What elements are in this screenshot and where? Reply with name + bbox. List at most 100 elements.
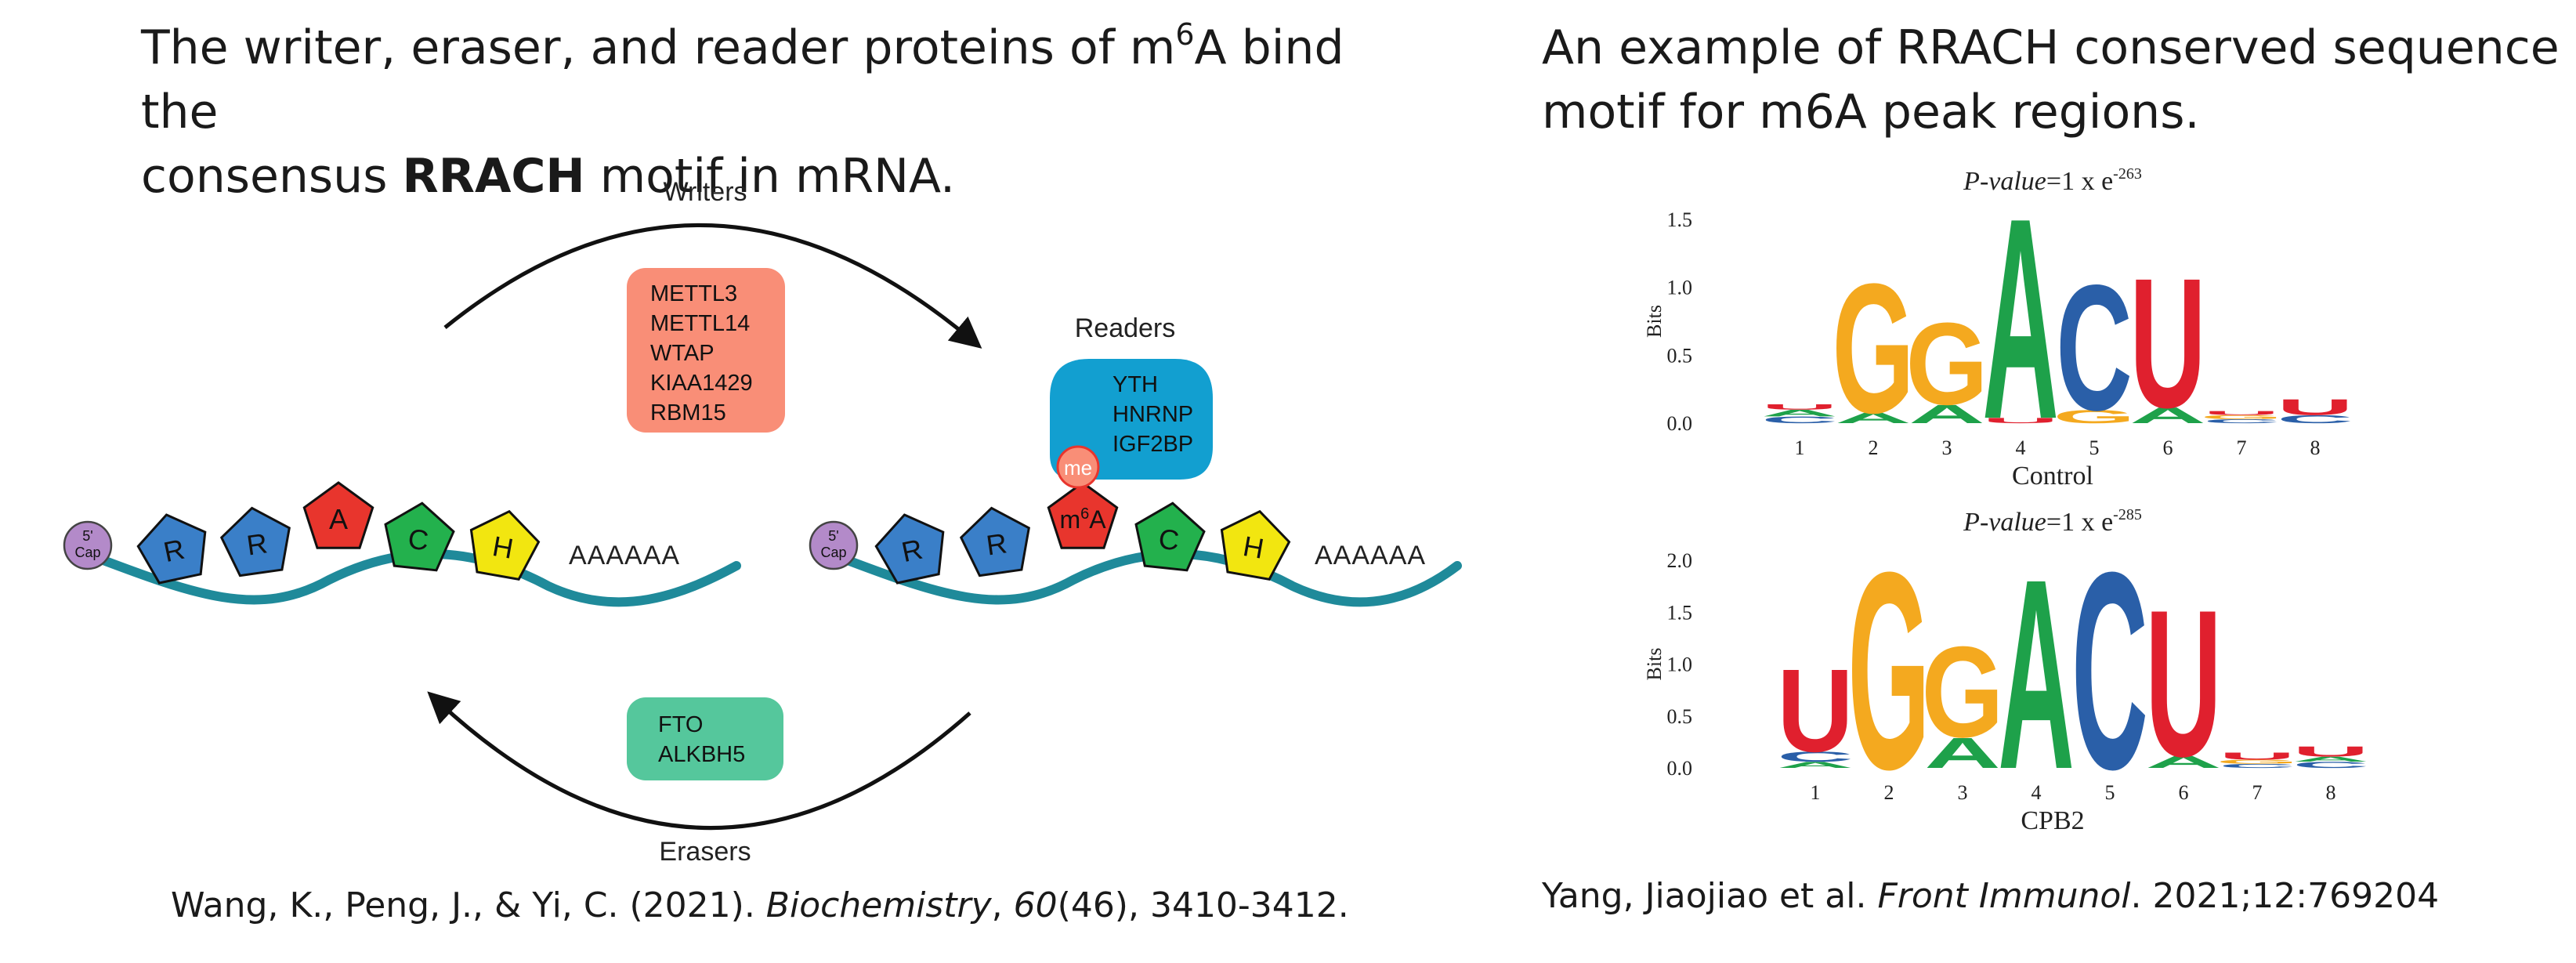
x-tick-label: 3 xyxy=(1958,781,1968,804)
left-heading-line2: consensus RRACH motif in mRNA. xyxy=(141,144,1410,208)
logo-letter-c: C xyxy=(1777,749,1853,765)
right-citation-authors: Yang, Jiaojiao et al. xyxy=(1542,876,1878,916)
right-citation-rest: . 2021;12:769204 xyxy=(2130,876,2440,916)
m6a-a: A xyxy=(1089,505,1106,534)
pentagon-c: C xyxy=(384,501,455,572)
logo-letter-g: G xyxy=(2201,414,2283,420)
x-tick-label: 1 xyxy=(1795,436,1805,459)
x-tick-label: 7 xyxy=(2252,781,2263,804)
cap-label-top: 5' xyxy=(828,528,838,544)
logo-letter-g: G xyxy=(1832,245,1914,452)
five-prime-cap: 5' Cap xyxy=(63,520,113,570)
y-tick-label: 2.0 xyxy=(1667,549,1693,572)
reader-item: YTH xyxy=(1113,372,1158,397)
left-heading-text-d: motif in mRNA. xyxy=(584,149,956,204)
x-tick-label: 3 xyxy=(1942,436,1952,459)
five-prime-cap: 5' Cap xyxy=(809,520,859,570)
logo-letter-g: G xyxy=(1905,299,1988,429)
logo-letter-a: A xyxy=(1982,159,2058,480)
logo-letter-a: A xyxy=(2129,403,2205,428)
writer-item: RBM15 xyxy=(650,400,726,425)
right-panel-heading: An example of RRACH conserved sequence m… xyxy=(1542,16,2560,144)
readers-box xyxy=(1050,359,1213,480)
logo-letter-u: U xyxy=(2203,410,2279,416)
mrna-unmodified: 5' Cap R R A C H AAAAAA xyxy=(63,481,741,607)
m6a-m: m xyxy=(1059,505,1080,534)
left-citation-rest: (46), 3410-3412. xyxy=(1057,885,1349,925)
erasers-box xyxy=(627,697,783,780)
sequence-logo-figure: P-value=1 x e-2630.00.51.01.5BitsCAU1AG2… xyxy=(1645,159,2369,835)
motif-letter-r: R xyxy=(984,527,1008,561)
logo-letter-u: U xyxy=(2129,240,2205,447)
writer-item: METTL14 xyxy=(650,311,750,336)
left-heading-bold-motif: RRACH xyxy=(402,149,585,204)
reader-item: IGF2BP xyxy=(1113,432,1193,457)
left-heading-text-b: A bind the xyxy=(141,20,1344,139)
pentagon-a: A xyxy=(302,481,374,549)
pentagon-c: C xyxy=(1134,501,1206,572)
pentagon-r1: R xyxy=(136,513,207,585)
eraser-item: ALKBH5 xyxy=(658,742,745,767)
pentagon-r2: R xyxy=(959,506,1030,577)
logo-title-exponent: -285 xyxy=(2113,506,2142,523)
erasers-label: Erasers xyxy=(659,837,751,867)
writer-item: KIAA1429 xyxy=(650,371,753,396)
left-citation-authors: Wang, K., Peng, J., & Yi, C. (2021). xyxy=(171,885,766,925)
mrna-modified: 5' Cap R R m6A me C H AAAAAA xyxy=(809,445,1462,607)
logo-letter-g: G xyxy=(2216,758,2298,765)
erasers-list: FTO ALKBH5 xyxy=(658,712,745,767)
methyl-label: me xyxy=(1064,456,1092,480)
x-tick-label: 5 xyxy=(2089,436,2100,459)
logo-title-pvalue: P-value xyxy=(1963,508,2046,537)
pentagon-h: H xyxy=(1220,509,1291,581)
m6a-label: m6A xyxy=(1059,505,1106,534)
readers-label: Readers xyxy=(1075,313,1176,343)
cap-label-bottom: Cap xyxy=(820,545,846,560)
cap-label-top: 5' xyxy=(82,528,92,544)
logo-letter-u: U xyxy=(2292,744,2368,759)
logo-title-value: =1 x e xyxy=(2046,508,2113,537)
x-tick-label: 8 xyxy=(2310,436,2321,459)
writer-item: METTL3 xyxy=(650,281,737,306)
y-tick-label: 1.5 xyxy=(1667,208,1693,231)
motif-letter-r: R xyxy=(244,527,269,561)
logo-control: P-value=1 x e-2630.00.51.01.5BitsCAU1AG2… xyxy=(1645,159,2353,491)
motif-letter-c: C xyxy=(1157,523,1181,556)
logo-letter-g: G xyxy=(2053,406,2135,427)
logo-title-exponent: -263 xyxy=(2113,165,2142,183)
logo-letter-c: C xyxy=(2219,762,2296,769)
y-tick-label: 1.0 xyxy=(1667,277,1693,299)
left-panel-heading: The writer, eraser, and reader proteins … xyxy=(141,16,1410,208)
x-tick-label: 2 xyxy=(1884,781,1894,804)
logo-letter-a: A xyxy=(1908,400,1984,429)
logo-letter-a: A xyxy=(1835,410,1911,426)
logo-letter-c: C xyxy=(2203,418,2279,425)
methyl-group: me xyxy=(1056,445,1100,489)
right-citation: Yang, Jiaojiao et al. Front Immunol. 202… xyxy=(1542,876,2439,916)
logo-letter-a: A xyxy=(2145,752,2222,772)
left-citation-journal: Biochemistry xyxy=(765,885,992,925)
logo-cpb2: P-value=1 x e-2850.00.51.01.52.0BitsACU1… xyxy=(1645,506,2369,835)
logo-title: P-value=1 x e-285 xyxy=(1963,506,2142,537)
logo-title-pvalue: P-value xyxy=(1963,167,2046,196)
x-tick-label: 5 xyxy=(2105,781,2115,804)
y-tick-label: 1.0 xyxy=(1667,653,1693,676)
logo-letter-a: A xyxy=(1761,408,1838,418)
x-tick-label: 2 xyxy=(1869,436,1879,459)
eraser-item: FTO xyxy=(658,712,703,737)
x-tick-label: 1 xyxy=(1811,781,1821,804)
x-tick-label: 4 xyxy=(2016,436,2026,459)
logo-letter-g: G xyxy=(1922,620,2004,765)
poly-a-tail: AAAAAA xyxy=(569,541,680,570)
logo-letter-c: C xyxy=(2056,248,2132,448)
y-tick-label: 0.0 xyxy=(1667,757,1693,780)
logo-title-value: =1 x e xyxy=(2046,167,2113,196)
pentagon-m6a: m6A xyxy=(1047,481,1119,549)
logo-letter-u: U xyxy=(1982,416,2058,425)
right-heading-line2: motif for m6A peak regions. xyxy=(1542,85,2200,139)
logo-letter-u: U xyxy=(2145,567,2221,800)
x-tick-label: 6 xyxy=(2179,781,2189,804)
poly-a-tail: AAAAAA xyxy=(1315,541,1426,570)
y-tick-label: 0.5 xyxy=(1667,705,1693,728)
right-citation-journal: Front Immunol xyxy=(1877,876,2131,916)
